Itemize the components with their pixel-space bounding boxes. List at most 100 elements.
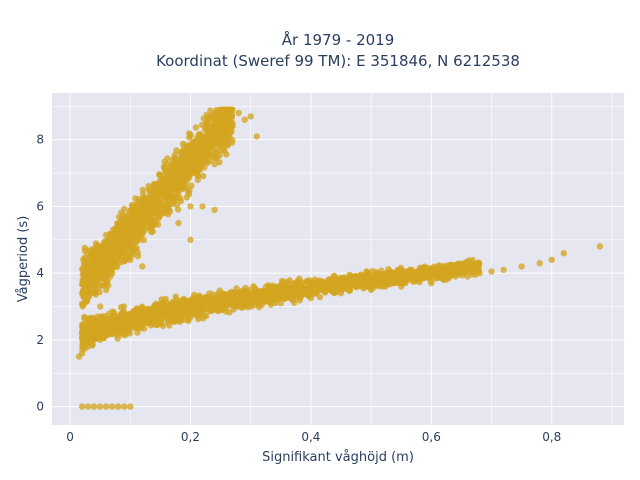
data-point [476,270,483,277]
data-point [164,205,172,213]
data-point [222,308,229,315]
y-tick-label: 6 [36,199,44,213]
data-point [109,403,116,410]
data-point [134,329,141,336]
data-point [154,221,162,228]
data-point [164,161,171,168]
data-point [115,253,122,260]
data-point [257,290,265,298]
data-point [192,311,199,318]
data-point [170,316,178,323]
data-point [407,268,414,276]
data-point [345,283,352,290]
data-point [207,125,214,132]
data-point [107,316,114,323]
data-point [163,311,171,319]
data-point [253,133,260,140]
data-point [164,198,172,206]
data-points [75,106,604,410]
data-point [321,280,329,287]
data-point [93,326,100,333]
data-point [452,264,459,271]
data-point [206,131,213,138]
data-point [398,283,405,290]
data-point [97,258,105,265]
data-point [90,286,98,293]
data-point [157,316,164,324]
data-point [180,302,187,309]
data-point [242,290,249,298]
data-point [127,323,134,330]
x-tick-label: 0,8 [542,430,561,444]
data-point [280,292,288,299]
data-point [134,317,141,325]
data-point [224,142,231,149]
data-point [139,206,146,213]
data-point [133,200,140,207]
data-point [284,278,291,286]
data-point [177,197,184,205]
data-point [139,263,146,270]
data-point [199,143,206,150]
data-point [172,185,179,192]
data-point [139,320,146,327]
data-point [110,248,117,255]
data-point [193,171,201,178]
data-point [140,236,148,244]
data-point [173,147,180,154]
y-axis-ticks: 0 2 4 6 8 [36,133,44,414]
y-axis-title: Vågperiod (s) [16,216,31,303]
data-point [211,206,218,213]
data-point [267,301,275,308]
data-point [144,209,151,216]
data-point [100,321,108,328]
data-point [211,160,218,168]
data-point [229,136,236,143]
data-point [548,256,555,263]
data-point [367,279,375,286]
data-point [157,209,164,217]
data-point [127,403,134,410]
data-point [152,321,160,329]
data-point [169,161,177,168]
data-point [136,228,143,235]
data-point [315,284,322,291]
data-point [452,273,459,280]
data-point [223,115,231,122]
data-point [146,186,153,193]
y-tick-label: 0 [36,400,44,414]
data-point [84,403,92,410]
data-point [397,266,404,273]
data-point [80,321,87,329]
data-point [301,285,308,292]
data-point [203,119,211,127]
data-point [357,271,365,278]
data-point [109,270,116,277]
data-point [211,129,218,137]
data-point [121,403,128,410]
data-point [134,205,141,212]
y-tick-label: 4 [36,266,44,280]
data-point [443,272,450,279]
data-point [93,316,101,323]
data-point [428,280,435,287]
data-point [78,350,86,357]
data-point [290,299,298,306]
data-point [101,313,108,320]
data-point [216,151,223,159]
data-point [388,275,396,283]
data-point [93,244,101,251]
data-point [123,315,131,322]
data-point [110,235,117,242]
data-point [84,281,91,289]
data-point [97,303,104,310]
data-point [277,300,284,307]
data-point [103,241,110,249]
data-point [446,266,453,273]
data-point [536,260,543,267]
data-point [247,113,254,120]
data-point [152,202,159,209]
data-point [80,260,88,267]
data-point [182,297,189,304]
data-point [163,179,170,187]
